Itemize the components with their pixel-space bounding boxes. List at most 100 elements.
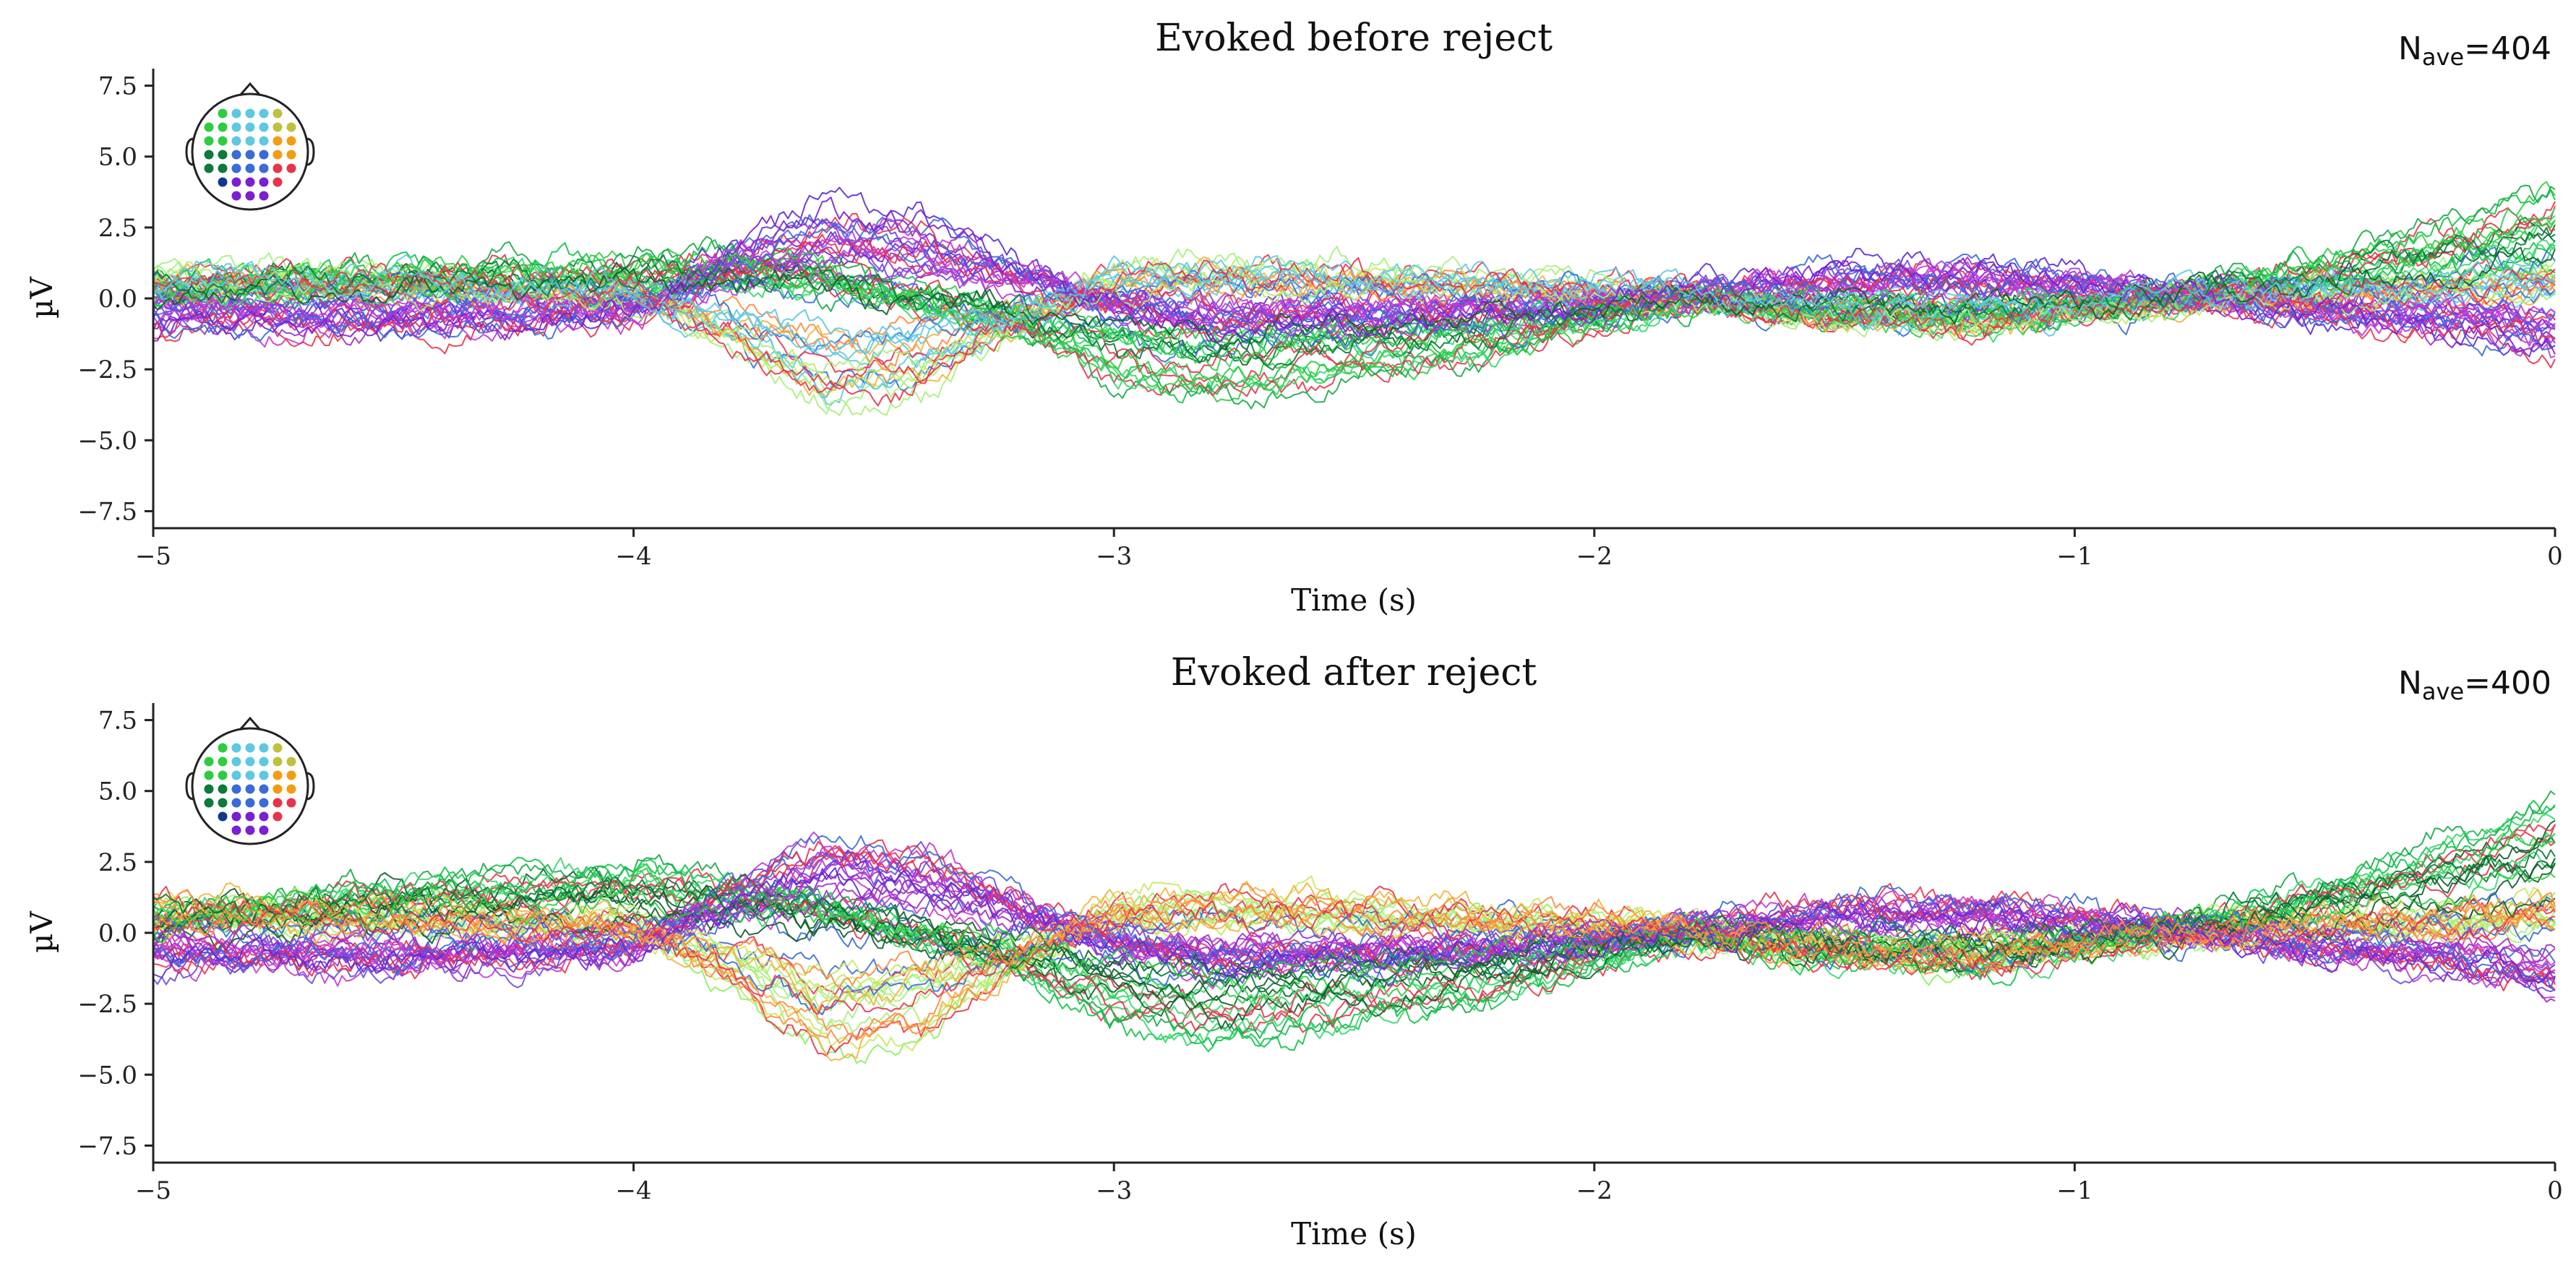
sensor-dot <box>218 108 228 119</box>
channel-trace <box>153 903 2556 989</box>
sensor-dot <box>259 811 269 822</box>
sensor-dot <box>245 784 255 794</box>
sensor-dot <box>259 136 269 146</box>
sensor-dot <box>218 136 228 146</box>
sensor-dot <box>259 757 269 767</box>
sensor-dot <box>272 757 283 767</box>
sensor-dot <box>245 770 255 780</box>
sensor-dot <box>245 825 255 835</box>
sensor-dot <box>218 757 228 767</box>
channel-trace <box>153 267 2556 356</box>
y-axis-label: µV <box>24 911 59 953</box>
sensor-dot <box>272 163 283 173</box>
sensor-dot <box>231 122 241 132</box>
sensor-dot <box>286 163 296 173</box>
sensor-dot <box>245 811 255 822</box>
sensor-dot <box>218 770 228 780</box>
y-axis-label: µV <box>24 277 59 319</box>
axes: −5 −4 −3 −2 −1 0 7.5 5.0 2.5 0.0 −2.5 −5.0 −7.5 <box>77 703 2563 1205</box>
sensor-dot <box>286 136 296 146</box>
channel-trace <box>153 197 2556 358</box>
channel-traces <box>153 181 2556 416</box>
sensor-dot <box>218 798 228 808</box>
sensor-dot <box>218 177 228 187</box>
sensor-dot <box>286 757 296 767</box>
sensor-dot <box>231 191 241 201</box>
x-tick-label: −4 <box>616 542 652 571</box>
sensor-layout-head <box>185 82 315 211</box>
nose-outline <box>239 716 262 731</box>
sensor-dot <box>259 177 269 187</box>
channel-trace <box>153 267 2556 374</box>
nave-value: =400 <box>2464 665 2551 702</box>
sensor-dot <box>218 811 228 822</box>
x-tick-label: −1 <box>2056 1176 2092 1205</box>
sensor-dot <box>231 798 241 808</box>
sensor-dot <box>231 757 241 767</box>
sensor-dot <box>231 825 241 835</box>
y-tick-label: −5.0 <box>77 1061 137 1090</box>
y-tick-label: 7.5 <box>98 707 137 736</box>
channel-trace <box>153 235 2556 344</box>
channel-trace <box>153 883 2556 1044</box>
sensor-dot <box>204 163 214 173</box>
sensor-dot <box>231 150 241 160</box>
y-tick-label: −2.5 <box>77 356 137 384</box>
panel-before-reject: Evoked before reject Nave=404 −5 −4 −3 −2 −1… <box>24 17 2563 618</box>
sensor-dot <box>272 743 283 753</box>
channel-trace <box>153 881 2556 1061</box>
nave-symbol: N <box>2398 30 2422 67</box>
y-tick-label: −2.5 <box>77 990 137 1019</box>
x-axis-label: Time (s) <box>1291 1216 1417 1251</box>
sensor-dot <box>286 784 296 794</box>
channel-trace <box>153 869 2556 988</box>
nave-symbol: N <box>2398 665 2422 702</box>
sensor-dot <box>272 150 283 160</box>
sensor-dot <box>245 150 255 160</box>
y-tick-label: 7.5 <box>98 72 137 101</box>
sensor-dot <box>245 743 255 753</box>
sensor-dot <box>259 825 269 835</box>
sensor-dot <box>218 743 228 753</box>
sensor-dot <box>272 770 283 780</box>
y-tick-label: 2.5 <box>98 848 137 877</box>
sensor-dot <box>259 122 269 132</box>
channel-trace <box>153 220 2556 357</box>
sensor-dot <box>259 191 269 201</box>
sensor-dot <box>245 136 255 146</box>
nave-value: =404 <box>2464 30 2551 67</box>
sensor-dot <box>231 177 241 187</box>
sensor-dot <box>272 798 283 808</box>
sensor-dot <box>259 784 269 794</box>
sensor-dot <box>231 743 241 753</box>
sensor-dot <box>204 784 214 794</box>
x-tick-label: −5 <box>135 542 171 571</box>
nave-label: Nave=404 <box>2398 30 2551 71</box>
sensor-dot <box>231 784 241 794</box>
x-tick-label: 0 <box>2547 542 2563 571</box>
sensor-dot <box>218 122 228 132</box>
nave-label: Nave=400 <box>2398 665 2551 705</box>
sensor-dot <box>272 784 283 794</box>
channel-trace <box>153 897 2556 986</box>
y-tick-label: 0.0 <box>98 285 137 314</box>
x-tick-label: −1 <box>2056 542 2092 571</box>
axes: −5 −4 −3 −2 −1 0 7.5 5.0 2.5 0.0 −2.5 −5.0 −7.5 <box>77 69 2563 571</box>
left-ear-outline <box>185 137 194 166</box>
x-tick-label: 0 <box>2547 1176 2563 1205</box>
nave-subscript: ave <box>2422 678 2464 705</box>
sensor-dot <box>272 811 283 822</box>
right-ear-outline <box>306 772 315 801</box>
sensor-dot <box>231 108 241 119</box>
panel-title: Evoked after reject <box>1171 651 1537 694</box>
sensor-dot <box>259 150 269 160</box>
sensor-layout-head <box>185 716 315 845</box>
sensor-dot <box>286 122 296 132</box>
sensor-dot <box>204 798 214 808</box>
sensor-dot <box>231 770 241 780</box>
x-tick-label: −3 <box>1096 542 1132 571</box>
y-tick-label: −7.5 <box>77 1132 137 1160</box>
channel-trace <box>153 823 2556 1032</box>
y-tick-label: −7.5 <box>77 497 137 526</box>
channel-traces <box>153 790 2556 1064</box>
